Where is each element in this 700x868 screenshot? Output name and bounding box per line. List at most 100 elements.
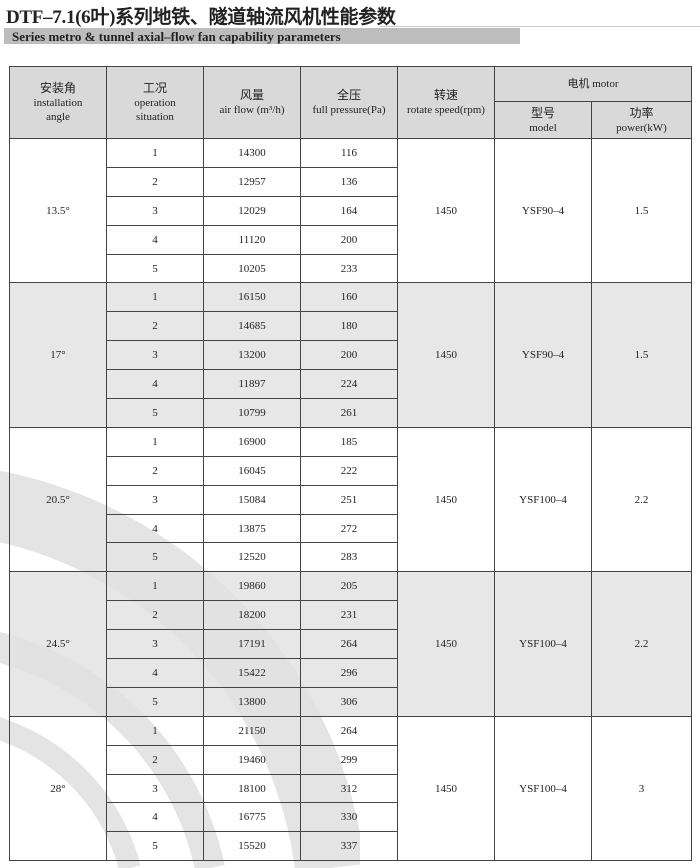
air-flow-cell: 11120 [203, 224, 301, 255]
pressure-cell: 222 [300, 455, 398, 486]
table-row: 5 10799 261 [10, 398, 692, 428]
operation-cell: 4 [106, 513, 204, 544]
table-row: 28° 1 21150 264 1450 YSF100–4 3 [9, 715, 692, 862]
operation-cell: 4 [106, 802, 204, 833]
model-cell: YSF100–4 [494, 426, 592, 573]
subtitle-bar [4, 28, 520, 44]
pressure-cell: 306 [300, 686, 398, 717]
operation-cell: 5 [106, 831, 204, 862]
pressure-cell: 251 [300, 484, 398, 515]
air-flow-cell: 13800 [203, 686, 301, 717]
operation-cell: 1 [106, 715, 204, 746]
header-pressure: 全压 full pressure(Pa) [300, 66, 398, 139]
air-flow-cell: 16150 [203, 282, 301, 313]
pressure-cell: 337 [300, 831, 398, 862]
operation-cell: 3 [106, 629, 204, 660]
table-row: 4 15422 296 [10, 658, 692, 688]
pressure-cell: 283 [300, 542, 398, 573]
table-row: 5 13800 306 [10, 686, 692, 717]
air-flow-cell: 21150 [203, 715, 301, 746]
table-row: 20.5° 1 16900 185 1450 YSF100–4 2.2 [9, 426, 692, 573]
angle-cell: 17° [9, 282, 107, 428]
pressure-cell: 160 [300, 282, 398, 313]
speed-cell: 1450 [397, 282, 495, 428]
angle-cell: 24.5° [9, 571, 107, 717]
operation-cell: 3 [106, 773, 204, 804]
air-flow-cell: 14685 [203, 311, 301, 342]
performance-table: 安装角 installation angle 工况 operation situatio… [9, 66, 692, 862]
header-power: 功率 power(kW) [591, 101, 692, 139]
air-flow-cell: 14300 [203, 138, 301, 168]
speed-cell: 1450 [397, 715, 495, 862]
air-flow-cell: 15520 [203, 831, 301, 862]
header-air-flow: 风量 air flow (m³/h) [203, 66, 301, 139]
speed-cell: 1450 [397, 137, 495, 284]
operation-cell: 5 [106, 253, 204, 284]
pressure-cell: 296 [300, 658, 398, 688]
air-flow-cell: 13875 [203, 513, 301, 544]
pressure-cell: 272 [300, 513, 398, 544]
table-row: 13.5° 1 14300 116 1450 YSF90–4 1.5 [9, 137, 692, 284]
air-flow-cell: 16775 [203, 802, 301, 833]
air-flow-cell: 12520 [203, 542, 301, 573]
header-speed: 转速 rotate speed(rpm) [397, 66, 495, 139]
pressure-cell: 200 [300, 340, 398, 371]
pressure-cell: 264 [300, 629, 398, 660]
power-cell: 3 [591, 715, 692, 862]
table-row: 4 13875 272 [10, 513, 692, 544]
operation-cell: 3 [106, 340, 204, 371]
table-row: 3 18100 312 [10, 773, 692, 804]
operation-cell: 3 [106, 195, 204, 226]
operation-cell: 5 [106, 398, 204, 428]
header-operation: 工况 operation situation [106, 66, 204, 139]
pressure-cell: 233 [300, 253, 398, 284]
header-angle: 安装角 installation angle [9, 66, 107, 139]
pressure-cell: 299 [300, 744, 398, 775]
pressure-cell: 136 [300, 166, 398, 197]
power-cell: 1.5 [591, 282, 692, 428]
angle-cell: 13.5° [9, 137, 107, 284]
operation-cell: 1 [106, 426, 204, 457]
table-row: 3 13200 200 [10, 340, 692, 371]
pressure-cell: 264 [300, 715, 398, 746]
table-row: 2 14685 180 [10, 311, 692, 342]
operation-cell: 2 [106, 166, 204, 197]
table-row: 5 10205 233 [10, 253, 692, 284]
page-title: DTF–7.1(6叶)系列地铁、隧道轴流风机性能参数 [6, 7, 396, 28]
air-flow-cell: 10205 [203, 253, 301, 284]
operation-cell: 4 [106, 658, 204, 688]
pressure-cell: 185 [300, 426, 398, 457]
pressure-cell: 312 [300, 773, 398, 804]
air-flow-cell: 18100 [203, 773, 301, 804]
pressure-cell: 200 [300, 224, 398, 255]
operation-cell: 4 [106, 224, 204, 255]
air-flow-cell: 18200 [203, 600, 301, 631]
pressure-cell: 116 [300, 138, 398, 168]
header-model: 型号 model [494, 101, 592, 139]
operation-cell: 5 [106, 686, 204, 717]
table-row: 2 16045 222 [10, 455, 692, 486]
operation-cell: 1 [106, 571, 204, 602]
air-flow-cell: 10799 [203, 398, 301, 428]
pressure-cell: 231 [300, 600, 398, 631]
air-flow-cell: 13200 [203, 340, 301, 371]
table-row: 5 15520 337 [10, 831, 692, 862]
pressure-cell: 205 [300, 571, 398, 602]
operation-cell: 2 [106, 455, 204, 486]
header-motor: 电机 motor [494, 66, 692, 102]
table-row: 3 17191 264 [10, 629, 692, 660]
table-row: 24.5° 1 19860 205 1450 YSF100–4 2.2 [9, 571, 692, 717]
air-flow-cell: 11897 [203, 369, 301, 400]
power-cell: 1.5 [591, 137, 692, 284]
speed-cell: 1450 [397, 426, 495, 573]
model-cell: YSF90–4 [494, 137, 592, 284]
model-cell: YSF100–4 [494, 715, 592, 862]
operation-cell: 2 [106, 311, 204, 342]
pressure-cell: 164 [300, 195, 398, 226]
operation-cell: 2 [106, 744, 204, 775]
title-divider [380, 26, 700, 27]
model-cell: YSF90–4 [494, 282, 592, 428]
operation-cell: 4 [106, 369, 204, 400]
air-flow-cell: 19460 [203, 744, 301, 775]
table-row: 17° 1 16150 160 1450 YSF90–4 1.5 [9, 282, 692, 428]
